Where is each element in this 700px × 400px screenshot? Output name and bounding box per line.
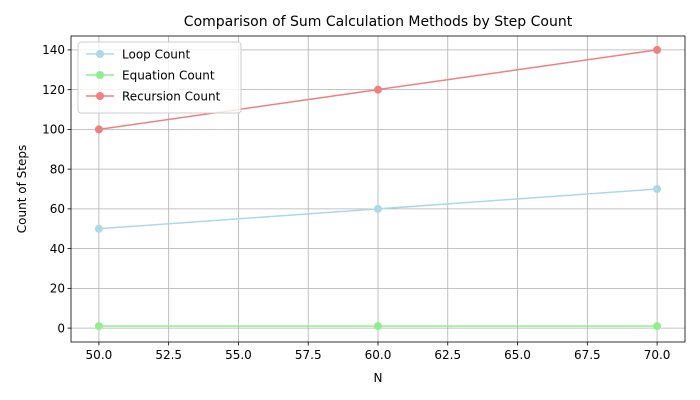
legend-marker <box>96 92 104 100</box>
y-tick-label: 60 <box>50 202 65 216</box>
data-point <box>653 185 662 193</box>
y-tick-label: 80 <box>50 162 65 176</box>
series-loop-count <box>94 185 662 233</box>
x-tick-label: 67.5 <box>574 348 601 362</box>
legend-label: Equation Count <box>122 68 215 82</box>
x-tick-label: 50.0 <box>86 348 113 362</box>
y-tick-label: 0 <box>57 321 65 335</box>
y-tick-label: 140 <box>42 43 65 57</box>
plot-series <box>94 45 662 331</box>
data-point <box>653 322 662 331</box>
axis-ticks: 50.0 52.5 55.0 57.5 60.0 62.5 65.0 67.5 70.0 0 20 4… <box>42 43 670 362</box>
x-tick-label: 65.0 <box>504 348 531 362</box>
data-point <box>94 224 103 233</box>
data-point <box>374 322 382 331</box>
series-recursion-count <box>94 45 662 134</box>
y-tick-label: 20 <box>50 282 65 296</box>
x-tick-label: 62.5 <box>434 348 461 362</box>
legend-label: Loop Count <box>122 47 191 61</box>
legend-marker <box>96 50 104 58</box>
y-tick-label: 100 <box>42 123 65 137</box>
y-tick-label: 40 <box>50 242 65 256</box>
legend: Loop Count Equation Count Recursion Count <box>77 41 242 114</box>
y-tick-label: 120 <box>42 83 65 97</box>
data-point <box>374 85 382 94</box>
x-tick-label: 60.0 <box>365 348 392 362</box>
x-tick-label: 52.5 <box>155 348 182 362</box>
series-equation-count <box>94 322 662 331</box>
data-point <box>94 322 103 331</box>
legend-box <box>77 41 242 114</box>
data-point <box>653 45 662 54</box>
chart-title: Comparison of Sum Calculation Methods by… <box>184 14 573 30</box>
x-tick-label: 70.0 <box>644 348 671 362</box>
x-tick-label: 57.5 <box>295 348 322 362</box>
x-axis-label: N <box>374 371 383 385</box>
legend-label: Recursion Count <box>122 89 221 103</box>
x-tick-label: 55.0 <box>225 348 252 362</box>
data-point <box>374 204 382 213</box>
legend-marker <box>96 71 104 79</box>
data-point <box>94 125 103 134</box>
y-axis-label: Count of Steps <box>15 145 29 233</box>
